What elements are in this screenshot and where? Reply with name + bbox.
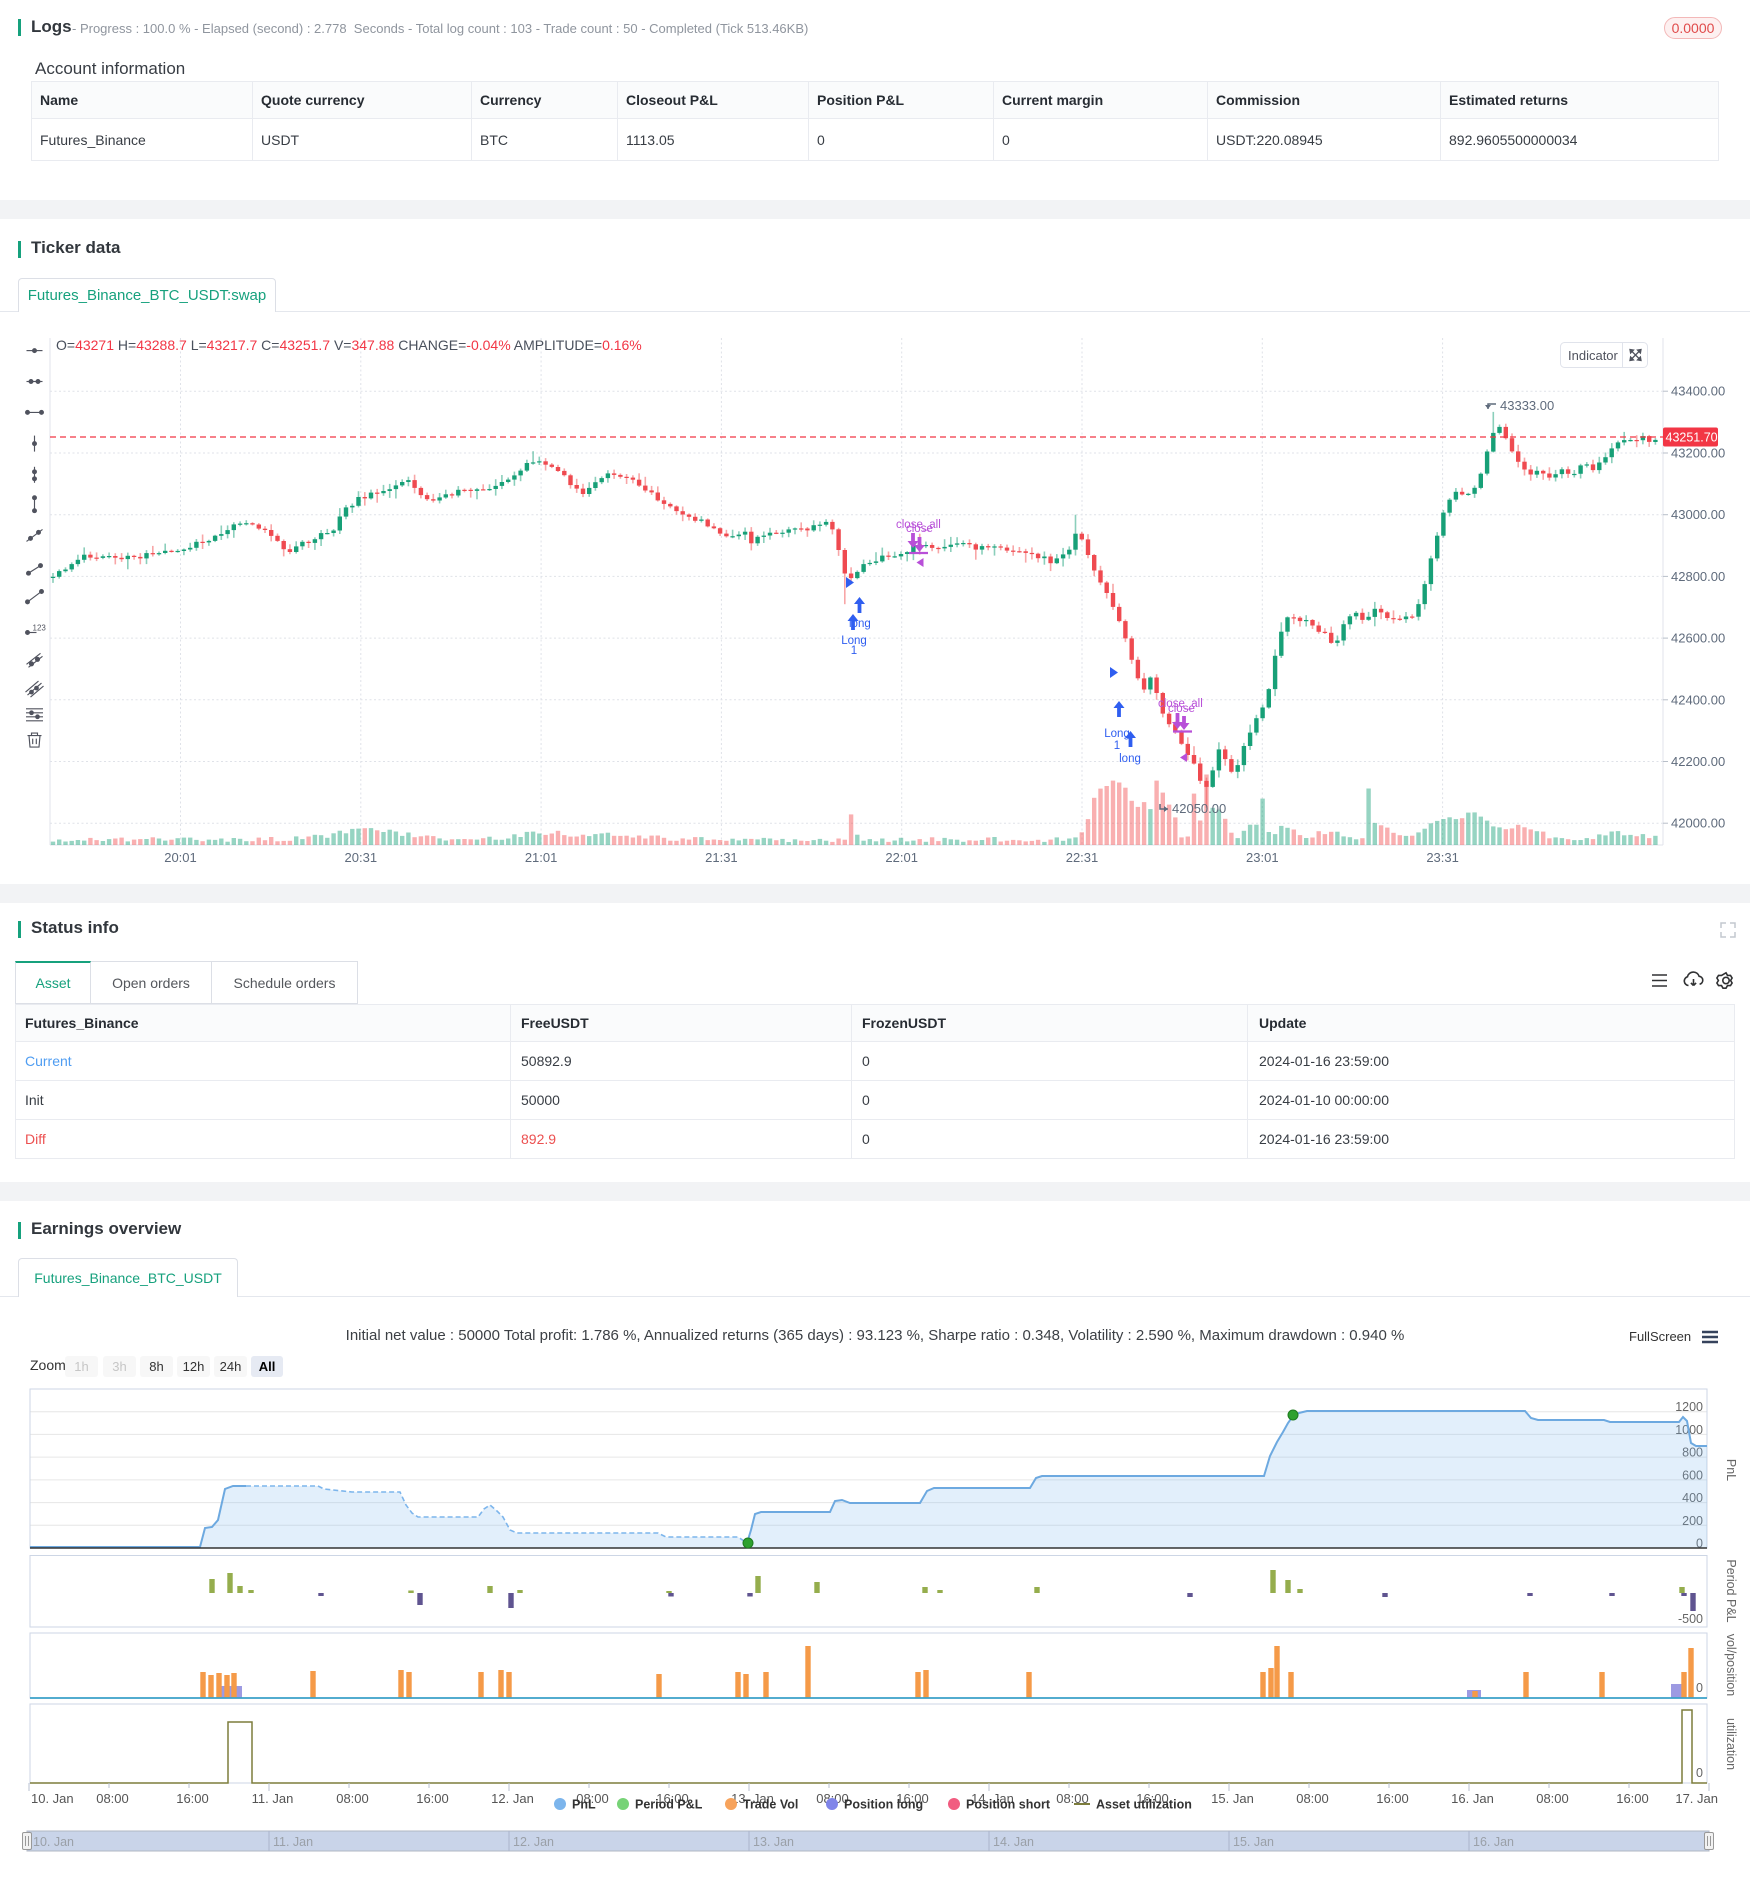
svg-text:800: 800 bbox=[1682, 1446, 1703, 1460]
svg-text:21:31: 21:31 bbox=[705, 850, 738, 865]
svg-text:23:01: 23:01 bbox=[1246, 850, 1279, 865]
svg-text:43000.00: 43000.00 bbox=[1671, 507, 1725, 522]
svg-text:Period P&L: Period P&L bbox=[635, 1798, 703, 1812]
svg-text:43400.00: 43400.00 bbox=[1671, 384, 1725, 399]
svg-text:08:00: 08:00 bbox=[96, 1791, 129, 1806]
svg-text:08:00: 08:00 bbox=[1296, 1791, 1329, 1806]
svg-text:0: 0 bbox=[1696, 1766, 1703, 1780]
svg-text:08:00: 08:00 bbox=[1056, 1791, 1089, 1806]
svg-text:long: long bbox=[849, 618, 871, 630]
svg-text:0: 0 bbox=[1696, 1681, 1703, 1695]
svg-text:20:31: 20:31 bbox=[345, 850, 378, 865]
svg-text:08:00: 08:00 bbox=[1536, 1791, 1569, 1806]
svg-text:22:31: 22:31 bbox=[1066, 850, 1099, 865]
svg-text:PnL: PnL bbox=[1724, 1459, 1738, 1481]
svg-text:16:00: 16:00 bbox=[416, 1791, 449, 1806]
svg-text:utilization: utilization bbox=[1724, 1718, 1738, 1770]
svg-text:42400.00: 42400.00 bbox=[1671, 692, 1725, 707]
svg-text:23:31: 23:31 bbox=[1426, 850, 1459, 865]
svg-text:14. Jan: 14. Jan bbox=[993, 1835, 1034, 1849]
svg-text:Position short: Position short bbox=[966, 1798, 1051, 1812]
svg-text:20:01: 20:01 bbox=[164, 850, 197, 865]
svg-text:16:00: 16:00 bbox=[176, 1791, 209, 1806]
svg-text:close_all: close_all bbox=[896, 519, 941, 531]
svg-text:16. Jan: 16. Jan bbox=[1451, 1791, 1494, 1806]
svg-text:16:00: 16:00 bbox=[1136, 1791, 1169, 1806]
svg-text:13. Jan: 13. Jan bbox=[731, 1791, 774, 1806]
svg-text:Trade Vol: Trade Vol bbox=[743, 1798, 798, 1812]
svg-text:vol/position: vol/position bbox=[1724, 1634, 1738, 1697]
svg-text:42200.00: 42200.00 bbox=[1671, 754, 1725, 769]
svg-text:PnL: PnL bbox=[572, 1798, 596, 1812]
svg-text:11. Jan: 11. Jan bbox=[252, 1791, 294, 1806]
svg-text:42800.00: 42800.00 bbox=[1671, 569, 1725, 584]
svg-text:15. Jan: 15. Jan bbox=[1233, 1835, 1274, 1849]
svg-text:17. Jan: 17. Jan bbox=[1675, 1791, 1718, 1806]
svg-text:0: 0 bbox=[1696, 1537, 1703, 1551]
svg-text:Long: Long bbox=[841, 635, 867, 647]
svg-text:14. Jan: 14. Jan bbox=[971, 1791, 1014, 1806]
svg-text:16:00: 16:00 bbox=[896, 1791, 929, 1806]
svg-text:Period P&L: Period P&L bbox=[1724, 1559, 1738, 1622]
svg-text:22:01: 22:01 bbox=[885, 850, 918, 865]
svg-text:42000.00: 42000.00 bbox=[1671, 816, 1725, 831]
svg-text:600: 600 bbox=[1682, 1468, 1703, 1482]
svg-text:1200: 1200 bbox=[1675, 1400, 1703, 1414]
svg-text:Long: Long bbox=[1104, 728, 1130, 740]
svg-text:10. Jan: 10. Jan bbox=[31, 1791, 74, 1806]
svg-text:1: 1 bbox=[1114, 740, 1120, 752]
svg-text:43251.70: 43251.70 bbox=[1666, 431, 1718, 445]
svg-text:08:00: 08:00 bbox=[576, 1791, 609, 1806]
svg-text:43200.00: 43200.00 bbox=[1671, 446, 1725, 461]
svg-text:-500: -500 bbox=[1678, 1612, 1703, 1626]
svg-text:15. Jan: 15. Jan bbox=[1211, 1791, 1254, 1806]
svg-text:1: 1 bbox=[851, 645, 857, 657]
svg-text:16:00: 16:00 bbox=[1616, 1791, 1649, 1806]
svg-text:12. Jan: 12. Jan bbox=[513, 1835, 554, 1849]
svg-text:43333.00: 43333.00 bbox=[1500, 398, 1554, 413]
svg-text:close: close bbox=[1168, 703, 1195, 715]
svg-text:16:00: 16:00 bbox=[1376, 1791, 1409, 1806]
svg-text:Asset utilization: Asset utilization bbox=[1096, 1798, 1192, 1812]
svg-text:close: close bbox=[906, 523, 933, 535]
svg-text:12. Jan: 12. Jan bbox=[491, 1791, 534, 1806]
svg-text:16. Jan: 16. Jan bbox=[1473, 1835, 1514, 1849]
svg-text:42600.00: 42600.00 bbox=[1671, 631, 1725, 646]
svg-text:13. Jan: 13. Jan bbox=[753, 1835, 794, 1849]
svg-text:Indicator: Indicator bbox=[1568, 348, 1619, 363]
svg-text:400: 400 bbox=[1682, 1491, 1703, 1505]
svg-text:10. Jan: 10. Jan bbox=[33, 1835, 74, 1849]
svg-text:21:01: 21:01 bbox=[525, 850, 558, 865]
svg-text:11. Jan: 11. Jan bbox=[273, 1835, 313, 1849]
svg-text:42050.00: 42050.00 bbox=[1172, 801, 1226, 816]
svg-text:08:00: 08:00 bbox=[336, 1791, 369, 1806]
svg-text:200: 200 bbox=[1682, 1514, 1703, 1528]
svg-text:123: 123 bbox=[33, 624, 47, 633]
svg-text:long: long bbox=[1119, 753, 1141, 765]
svg-text:Position long: Position long bbox=[844, 1798, 923, 1812]
svg-text:16:00: 16:00 bbox=[656, 1791, 689, 1806]
svg-text:O=43271 H=43288.7 L=43217.7 C=: O=43271 H=43288.7 L=43217.7 C=43251.7 V=… bbox=[56, 337, 642, 353]
svg-text:close_all: close_all bbox=[1158, 698, 1203, 710]
